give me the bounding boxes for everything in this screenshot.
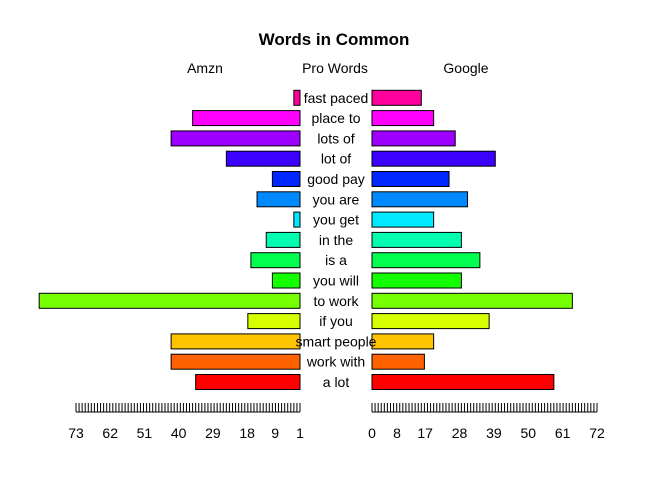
bar-amzn — [293, 89, 301, 106]
left-tick-label: 40 — [171, 425, 187, 441]
left-tick-label: 73 — [68, 425, 84, 441]
left-tick-label: 51 — [137, 425, 153, 441]
bar-amzn — [38, 292, 301, 309]
left-panel-label: Amzn — [187, 60, 223, 76]
left-tick-label: 1 — [296, 425, 304, 441]
category-label: you get — [313, 212, 359, 228]
bar-amzn — [271, 171, 301, 187]
right-panel-label: Google — [443, 60, 488, 76]
left-tick-label: 18 — [239, 425, 255, 441]
bar-google — [371, 272, 462, 289]
bar-amzn — [247, 313, 301, 330]
category-label: fast paced — [304, 90, 369, 106]
right-tick-label: 8 — [393, 425, 401, 441]
category-label: lots of — [317, 130, 354, 146]
bar-amzn — [271, 272, 301, 289]
bar-google — [371, 313, 490, 330]
bar-amzn — [250, 252, 301, 269]
category-label: work with — [306, 354, 365, 370]
category-label: place to — [311, 110, 360, 126]
category-labels-group: a lot work with smart people if you to work y… — [296, 90, 377, 390]
right-tick-label: 28 — [452, 425, 468, 441]
bar-amzn — [170, 353, 301, 370]
bar-amzn — [192, 110, 301, 127]
bar-google — [371, 110, 435, 127]
bar-google — [371, 333, 435, 350]
category-label: is a — [325, 252, 347, 268]
bars-group — [38, 89, 573, 390]
right-tick-label: 61 — [555, 425, 571, 441]
right-tick-label: 50 — [520, 425, 536, 441]
bar-amzn — [170, 333, 301, 350]
category-label: to work — [313, 293, 359, 309]
bar-amzn — [170, 130, 301, 147]
bar-google — [371, 171, 450, 187]
right-tick-label: 39 — [486, 425, 502, 441]
axes-group: 73 62 51 40 29 18 9 1 0 8 17 28 39 50 61 72 — [68, 403, 605, 441]
bar-amzn — [195, 374, 301, 390]
category-label: in the — [319, 232, 353, 248]
bar-google — [371, 374, 555, 390]
category-label: good pay — [307, 171, 365, 187]
left-tick-label: 62 — [102, 425, 118, 441]
bar-google — [371, 211, 435, 228]
left-tick-label: 29 — [205, 425, 221, 441]
bar-google — [371, 252, 481, 269]
bar-google — [371, 191, 469, 208]
category-label: a lot — [323, 374, 350, 390]
right-tick-label: 0 — [368, 425, 376, 441]
center-panel-label: Pro Words — [302, 60, 368, 76]
bar-google — [371, 292, 573, 309]
bar-amzn — [265, 231, 301, 248]
category-label: you will — [313, 273, 359, 289]
bar-google — [371, 89, 422, 106]
bar-google — [371, 353, 425, 370]
bar-amzn — [225, 150, 301, 167]
bar-google — [371, 130, 456, 147]
left-tick-label: 9 — [271, 425, 279, 441]
bar-amzn — [293, 211, 301, 228]
bar-google — [371, 150, 496, 167]
right-tick-label: 17 — [417, 425, 433, 441]
chart-title: Words in Common — [259, 30, 410, 49]
bar-amzn — [256, 191, 301, 208]
category-label: smart people — [296, 333, 377, 349]
category-label: if you — [319, 313, 352, 329]
category-label: you are — [313, 191, 360, 207]
bar-google — [371, 231, 462, 248]
category-label: lot of — [321, 151, 351, 167]
right-tick-label: 72 — [589, 425, 605, 441]
